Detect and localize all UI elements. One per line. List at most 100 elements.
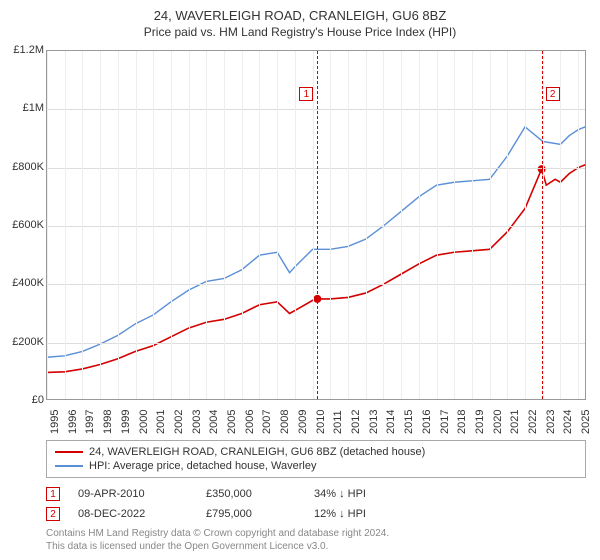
sales-table: 109-APR-2010£350,00034% ↓ HPI208-DEC-202…: [46, 484, 586, 524]
y-axis-label: £1M: [4, 102, 44, 114]
x-axis-label: 2014: [385, 410, 397, 434]
sale-row-price: £350,000: [206, 488, 296, 500]
x-axis-label: 2002: [173, 410, 185, 434]
gridline-v: [401, 51, 402, 399]
sale-row-date: 09-APR-2010: [78, 488, 188, 500]
gridline-h: [47, 109, 585, 110]
gridline-v: [383, 51, 384, 399]
gridline-v: [136, 51, 137, 399]
gridline-v: [419, 51, 420, 399]
x-axis-label: 2010: [315, 410, 327, 434]
sale-row-price: £795,000: [206, 508, 296, 520]
sale-marker-box: 1: [299, 87, 313, 101]
x-axis-label: 2020: [492, 410, 504, 434]
gridline-v: [543, 51, 544, 399]
footer-line1: Contains HM Land Registry data © Crown c…: [46, 528, 586, 541]
sale-row: 1 09-APR-2010 £350,000 34% ↓ HPI: [46, 484, 586, 504]
chart-container: 24, WAVERLEIGH ROAD, CRANLEIGH, GU6 8BZ …: [0, 0, 600, 560]
x-axis-label: 2016: [421, 410, 433, 434]
gridline-v: [47, 51, 48, 399]
gridline-v: [348, 51, 349, 399]
series-line: [47, 127, 585, 357]
x-axis-label: 2021: [509, 410, 521, 434]
gridline-v: [454, 51, 455, 399]
x-axis-label: 1997: [84, 410, 96, 434]
y-axis-label: £600K: [4, 219, 44, 231]
x-axis-label: 2017: [439, 410, 451, 434]
x-axis-label: 1995: [49, 410, 61, 434]
sale-row-date: 08-DEC-2022: [78, 508, 188, 520]
x-axis-label: 1999: [120, 410, 132, 434]
gridline-v: [259, 51, 260, 399]
gridline-v: [100, 51, 101, 399]
chart-title: 24, WAVERLEIGH ROAD, CRANLEIGH, GU6 8BZ: [0, 0, 600, 23]
sale-row-diff: 34% ↓ HPI: [314, 488, 414, 500]
x-axis-label: 2011: [332, 410, 344, 434]
legend-label: 24, WAVERLEIGH ROAD, CRANLEIGH, GU6 8BZ …: [89, 446, 425, 458]
legend-swatch: [55, 465, 83, 467]
legend-box: 24, WAVERLEIGH ROAD, CRANLEIGH, GU6 8BZ …: [46, 440, 586, 478]
gridline-v: [277, 51, 278, 399]
chart-subtitle: Price paid vs. HM Land Registry's House …: [0, 23, 600, 43]
gridline-v: [206, 51, 207, 399]
gridline-v: [472, 51, 473, 399]
sale-row-number: 1: [46, 487, 60, 501]
x-axis-label: 2025: [580, 410, 592, 434]
legend-swatch: [55, 451, 83, 453]
y-axis-label: £1.2M: [4, 44, 44, 56]
gridline-v: [153, 51, 154, 399]
gridline-v: [578, 51, 579, 399]
x-axis-label: 1998: [102, 410, 114, 434]
gridline-v: [560, 51, 561, 399]
gridline-v: [171, 51, 172, 399]
x-axis-label: 2013: [368, 410, 380, 434]
y-axis-label: £0: [4, 394, 44, 406]
x-axis-label: 2024: [562, 410, 574, 434]
gridline-v: [242, 51, 243, 399]
gridline-h: [47, 284, 585, 285]
gridline-v: [507, 51, 508, 399]
sale-marker-line: [317, 51, 318, 399]
chart-svg: [47, 51, 585, 399]
x-axis-label: 2008: [279, 410, 291, 434]
sale-marker-line: [542, 51, 543, 399]
x-axis-label: 2000: [138, 410, 150, 434]
y-axis-label: £800K: [4, 161, 44, 173]
gridline-v: [224, 51, 225, 399]
x-axis-label: 2022: [527, 410, 539, 434]
footer-attribution: Contains HM Land Registry data © Crown c…: [46, 528, 586, 553]
x-axis-label: 2003: [191, 410, 203, 434]
legend-row: HPI: Average price, detached house, Wave…: [55, 459, 577, 473]
gridline-v: [437, 51, 438, 399]
x-axis-label: 2004: [208, 410, 220, 434]
x-axis-label: 2001: [155, 410, 167, 434]
x-axis-label: 2006: [244, 410, 256, 434]
x-axis-label: 2015: [403, 410, 415, 434]
gridline-v: [82, 51, 83, 399]
gridline-h: [47, 343, 585, 344]
x-axis-label: 1996: [67, 410, 79, 434]
gridline-v: [490, 51, 491, 399]
gridline-v: [118, 51, 119, 399]
y-axis-label: £200K: [4, 336, 44, 348]
gridline-v: [366, 51, 367, 399]
sale-marker-box: 2: [546, 87, 560, 101]
series-line: [47, 165, 585, 373]
legend-label: HPI: Average price, detached house, Wave…: [89, 460, 316, 472]
sale-row-diff: 12% ↓ HPI: [314, 508, 414, 520]
x-axis-label: 2005: [226, 410, 238, 434]
gridline-h: [47, 226, 585, 227]
x-axis-label: 2018: [456, 410, 468, 434]
gridline-v: [189, 51, 190, 399]
gridline-v: [330, 51, 331, 399]
x-axis-label: 2012: [350, 410, 362, 434]
gridline-v: [313, 51, 314, 399]
y-axis-label: £400K: [4, 277, 44, 289]
x-axis-label: 2009: [297, 410, 309, 434]
footer-line2: This data is licensed under the Open Gov…: [46, 541, 586, 554]
x-axis-label: 2007: [261, 410, 273, 434]
sale-row: 208-DEC-2022£795,00012% ↓ HPI: [46, 504, 586, 524]
gridline-h: [47, 168, 585, 169]
gridline-v: [295, 51, 296, 399]
legend-row: 24, WAVERLEIGH ROAD, CRANLEIGH, GU6 8BZ …: [55, 445, 577, 459]
